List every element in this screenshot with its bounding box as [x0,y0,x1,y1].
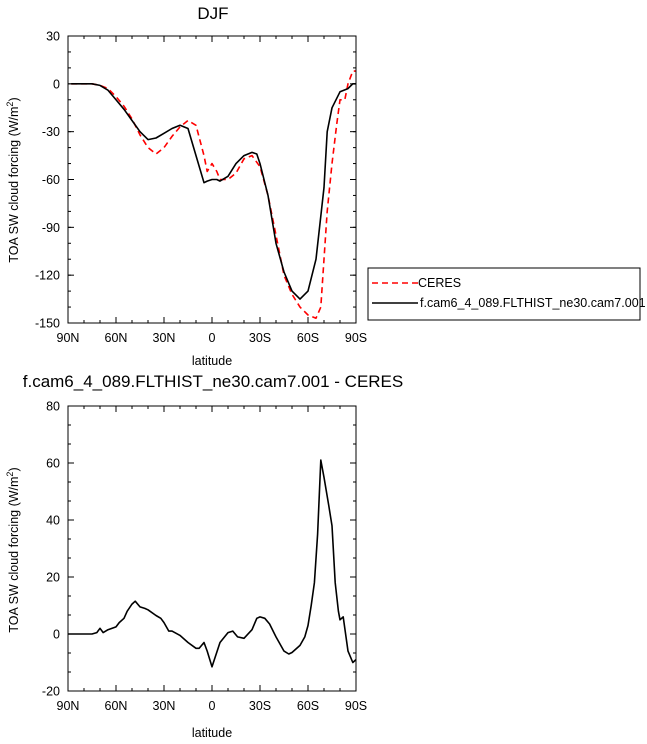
top-y-tick-label: -90 [42,221,60,235]
top-x-tick-label: 60N [105,331,128,345]
bottom-y-axis-label: TOA SW cloud forcing (W/m2) [5,467,21,632]
bottom-y-tick-label: 20 [46,571,60,585]
top-chart-title: DJF [197,4,228,23]
top-x-tick-label: 90S [345,331,367,345]
bottom-x-tick-label: 60N [105,699,128,713]
top-y-tick-label: -150 [35,317,60,331]
top-x-tick-label: 90N [57,331,80,345]
top-x-tick-label: 60S [297,331,319,345]
top-y-tick-label: 30 [46,30,60,44]
top-series-line-f-cam6-4-089-flthist-ne30-cam7-001 [71,83,356,300]
bottom-plot-frame [67,405,357,692]
bottom-x-tick-label: 30N [153,699,176,713]
top-y-tick-label: 0 [53,77,60,91]
bottom-x-tick-label: 60S [297,699,319,713]
legend: CERES f.cam6_4_089.FLTHIST_ne30.cam7.001 [367,267,646,321]
top-y-axis-label: TOA SW cloud forcing (W/m2) [5,97,21,262]
bottom-chart-title: f.cam6_4_089.FLTHIST_ne30.cam7.001 - CER… [23,372,403,391]
bottom-x-tick-label: 90S [345,699,367,713]
bottom-y-tick-label: 40 [46,514,60,528]
top-x-tick-label: 30S [249,331,271,345]
top-y-tick-label: -60 [42,173,60,187]
bottom-panel: f.cam6_4_089.FLTHIST_ne30.cam7.001 - CER… [5,372,403,740]
bottom-y-tick-label: 80 [46,400,60,414]
top-y-tick-label: -120 [35,269,60,283]
bottom-x-tick-label: 0 [209,699,216,713]
top-x-axis-label: latitude [192,354,232,368]
top-panel: DJF 90N 60N 30N 0 30S 60S 90S 30 0 -30 -60 -90 -120 -… [5,4,646,368]
bottom-y-tick-label: -20 [42,685,60,699]
top-series-line-ceres [71,70,356,320]
top-y-tick-label: -30 [42,125,60,139]
bottom-x-tick-label: 30S [249,699,271,713]
bottom-y-tick-label: 60 [46,457,60,471]
top-x-tick-label: 0 [209,331,216,345]
legend-ceres-label: CERES [418,276,461,290]
legend-box [367,267,641,321]
legend-model-label: f.cam6_4_089.FLTHIST_ne30.cam7.001 [420,296,646,310]
top-x-tick-label: 30N [153,331,176,345]
bottom-y-tick-label: 0 [53,628,60,642]
bottom-series-line-difference [68,459,357,668]
bottom-x-tick-label: 90N [57,699,80,713]
bottom-x-axis-label: latitude [192,726,232,740]
